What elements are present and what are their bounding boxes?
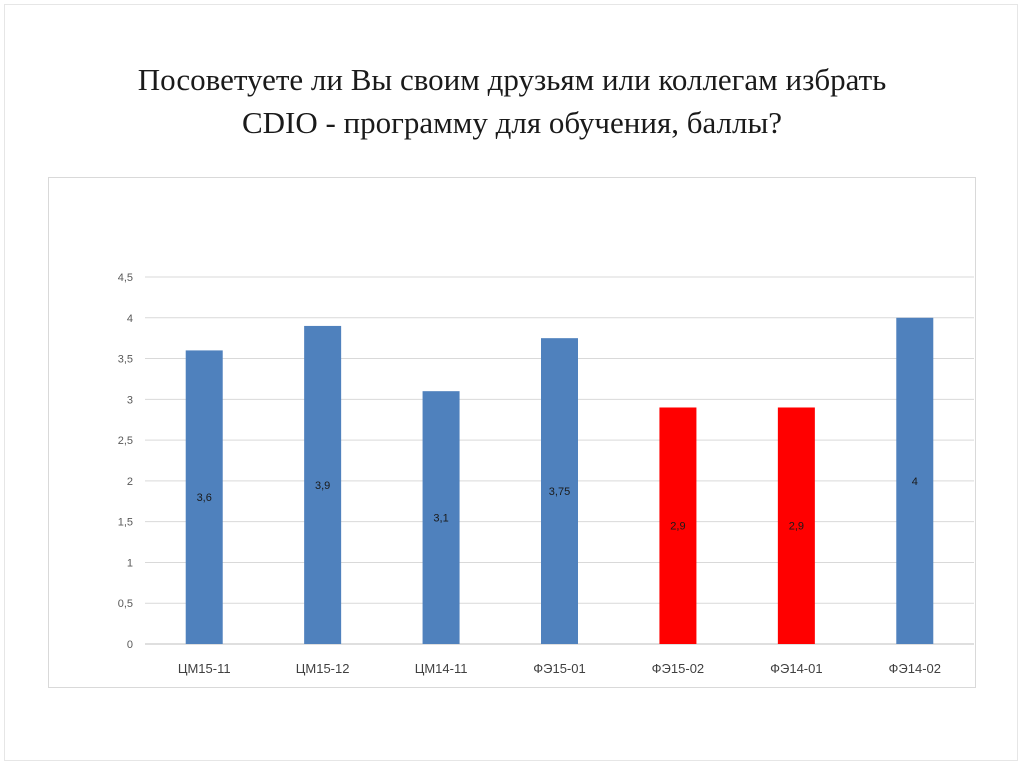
x-tick-label: ЦМ14-11 xyxy=(415,661,468,676)
data-label: 2,9 xyxy=(670,521,685,533)
slide-title: Посоветуете ли Вы своим друзьям или колл… xyxy=(40,58,984,144)
y-tick-label: 3,5 xyxy=(118,354,133,366)
x-tick-label: ФЭ15-01 xyxy=(533,661,585,676)
slide-title-line-2: CDIO - программу для обучения, баллы? xyxy=(241,105,783,140)
data-label: 3,6 xyxy=(197,492,212,504)
bar xyxy=(422,391,460,644)
bar xyxy=(659,407,697,644)
bar xyxy=(541,338,578,644)
x-tick-label: ЦМ15-11 xyxy=(178,661,231,676)
data-label: 3,9 xyxy=(315,480,330,492)
y-tick-label: 3 xyxy=(127,394,133,406)
x-tick-label: ФЭ14-01 xyxy=(770,661,822,676)
data-label: 4 xyxy=(912,476,918,488)
y-tick-label: 4,5 xyxy=(118,272,133,284)
y-tick-label: 1 xyxy=(127,557,133,569)
y-tick-label: 0,5 xyxy=(118,598,133,610)
bar xyxy=(185,350,223,644)
data-label: 3,1 xyxy=(433,513,448,525)
bar xyxy=(896,317,934,644)
y-tick-label: 0 xyxy=(127,639,133,651)
y-tick-label: 1,5 xyxy=(118,517,133,529)
slide-title-line-1: Посоветуете ли Вы своим друзьям или колл… xyxy=(137,62,887,97)
bar xyxy=(304,325,342,644)
x-tick-label: ФЭ14-02 xyxy=(889,661,941,676)
data-label: 3,75 xyxy=(549,486,570,498)
x-tick-label: ФЭ15-02 xyxy=(652,661,704,676)
x-tick-label: ЦМ15-12 xyxy=(296,661,350,676)
y-tick-label: 2,5 xyxy=(118,435,133,447)
bar-chart: 0 0,5 1 1,5 2 2,5 3 3,5 4 4,5 3,6 ЦМ15-11 3,9 ЦМ15-12… xyxy=(118,272,974,676)
slide-frame xyxy=(4,4,1018,761)
chart-container: 0 0,5 1 1,5 2 2,5 3 3,5 4 4,5 3,6 ЦМ15-11 3,9 ЦМ15-12… xyxy=(48,177,976,688)
data-label: 2,9 xyxy=(789,521,804,533)
bar xyxy=(777,407,815,644)
y-tick-label: 2 xyxy=(127,476,133,488)
y-tick-label: 4 xyxy=(127,313,133,325)
